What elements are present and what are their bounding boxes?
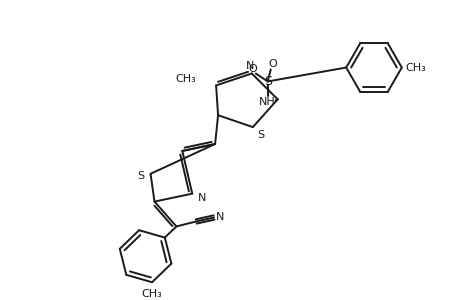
Text: CH₃: CH₃ bbox=[175, 74, 196, 84]
Text: O: O bbox=[248, 64, 257, 74]
Text: CH₃: CH₃ bbox=[141, 289, 162, 299]
Text: NH: NH bbox=[259, 97, 275, 107]
Text: S: S bbox=[137, 171, 144, 181]
Text: S: S bbox=[263, 75, 271, 88]
Text: N: N bbox=[197, 193, 206, 202]
Text: O: O bbox=[268, 58, 276, 69]
Text: S: S bbox=[257, 130, 264, 140]
Text: N: N bbox=[215, 212, 224, 223]
Text: CH₃: CH₃ bbox=[404, 62, 425, 73]
Text: N: N bbox=[245, 61, 253, 70]
